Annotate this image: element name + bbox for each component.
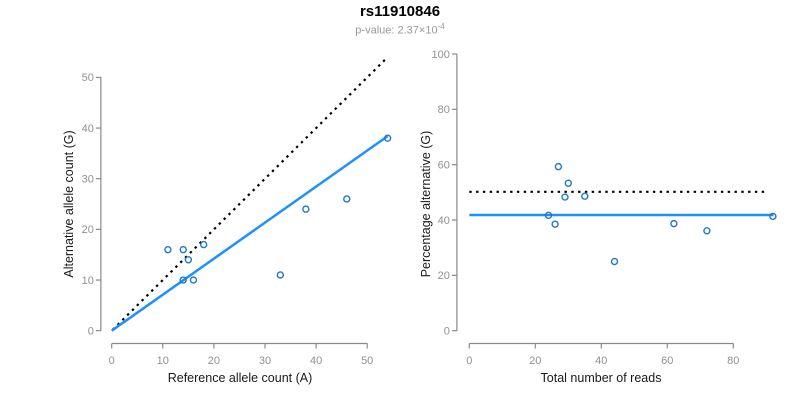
right-data-point bbox=[561, 193, 569, 201]
left-data-point bbox=[302, 205, 310, 213]
left-y-tick-label: 30 bbox=[82, 174, 94, 186]
right-x-tick-label: 20 bbox=[529, 355, 541, 367]
pvalue-exponent: -4 bbox=[437, 22, 445, 31]
left-x-tick-label: 10 bbox=[157, 355, 169, 367]
left-x-tick-label: 0 bbox=[109, 355, 115, 367]
right-x-tick-label: 60 bbox=[661, 355, 673, 367]
pvalue-text: p-value: 2.37×10 bbox=[355, 24, 438, 37]
left-y-tick-label: 40 bbox=[82, 123, 94, 135]
left-x-axis-title: Reference allele count (A) bbox=[167, 371, 313, 385]
right-y-tick-label: 40 bbox=[438, 215, 450, 227]
right-data-point bbox=[703, 227, 711, 235]
right-y-tick-label: 0 bbox=[444, 326, 450, 338]
right-y-tick-label: 100 bbox=[432, 49, 450, 61]
left-data-point bbox=[383, 134, 392, 142]
left-data-point bbox=[276, 271, 285, 279]
left-y-tick-label: 0 bbox=[88, 326, 94, 338]
left-data-point bbox=[199, 240, 208, 249]
left-y-tick-label: 20 bbox=[82, 224, 94, 236]
left-x-tick-label: 30 bbox=[259, 355, 271, 367]
left-data-point bbox=[189, 276, 198, 284]
left-x-tick-label: 40 bbox=[310, 355, 322, 367]
chart-header: rs11910846 p-value: 2.37×10-4 bbox=[0, 3, 800, 37]
right-data-point bbox=[610, 257, 619, 266]
page-title: rs11910846 bbox=[359, 3, 441, 20]
regression-line bbox=[110, 135, 389, 332]
left-x-tick-label: 20 bbox=[208, 355, 220, 367]
left-data-point bbox=[184, 256, 193, 264]
right-x-tick-label: 0 bbox=[466, 355, 472, 367]
right-y-tick-label: 60 bbox=[438, 159, 450, 171]
left-data-point bbox=[164, 245, 172, 254]
pvalue-subtitle: p-value: 2.37×10-4 bbox=[0, 22, 800, 37]
right-y-tick-label: 80 bbox=[438, 104, 450, 116]
right-data-point bbox=[551, 220, 559, 228]
right-data-point bbox=[670, 219, 678, 228]
left-y-tick-label: 10 bbox=[82, 275, 94, 287]
left-data-point bbox=[179, 245, 187, 254]
right-data-point bbox=[554, 162, 563, 171]
left-y-axis-title: Alternative allele count (G) bbox=[62, 130, 76, 278]
right-x-tick-label: 40 bbox=[595, 355, 607, 367]
right-data-point bbox=[564, 179, 572, 187]
right-data-point bbox=[581, 192, 589, 200]
right-x-tick-label: 80 bbox=[727, 355, 739, 367]
identity-line bbox=[111, 56, 388, 331]
left-x-tick-label: 50 bbox=[361, 355, 373, 367]
left-data-point bbox=[343, 195, 351, 203]
right-data-point bbox=[544, 211, 553, 220]
right-y-tick-label: 20 bbox=[438, 270, 450, 282]
right-data-point bbox=[769, 212, 777, 221]
right-x-axis-title: Total number of reads bbox=[540, 371, 662, 385]
right-y-axis-title: Percentage alternative (G) bbox=[419, 130, 433, 278]
left-y-tick-label: 50 bbox=[82, 72, 94, 84]
left-data-point bbox=[179, 276, 187, 284]
